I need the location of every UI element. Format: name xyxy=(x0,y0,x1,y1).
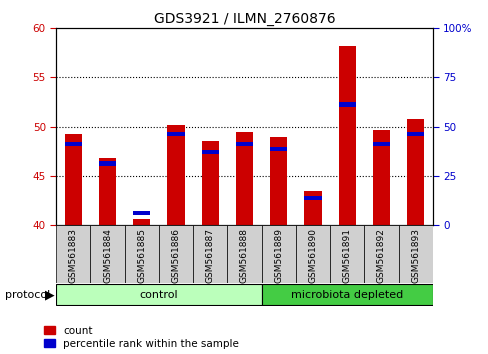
Text: microbiota depleted: microbiota depleted xyxy=(290,290,403,300)
Bar xyxy=(398,225,432,283)
Bar xyxy=(227,225,261,283)
Bar xyxy=(64,135,81,225)
Bar xyxy=(329,225,364,283)
Bar xyxy=(133,211,150,215)
Bar xyxy=(167,125,184,225)
Bar xyxy=(201,150,218,154)
Bar xyxy=(304,196,321,200)
Bar xyxy=(124,225,159,283)
Bar xyxy=(295,225,329,283)
Text: GSM561891: GSM561891 xyxy=(342,228,351,283)
Bar xyxy=(269,137,286,225)
Bar xyxy=(269,147,286,151)
Bar xyxy=(261,225,295,283)
Bar xyxy=(406,132,423,136)
Bar xyxy=(133,219,150,225)
Text: GSM561885: GSM561885 xyxy=(137,228,146,283)
Bar xyxy=(372,131,389,225)
Bar xyxy=(235,142,253,146)
Bar xyxy=(406,119,423,225)
Text: GSM561888: GSM561888 xyxy=(240,228,248,283)
Bar xyxy=(364,225,398,283)
Text: GSM561893: GSM561893 xyxy=(410,228,419,283)
Text: GSM561892: GSM561892 xyxy=(376,228,385,282)
Text: GSM561890: GSM561890 xyxy=(308,228,317,283)
Bar xyxy=(338,103,355,107)
Bar xyxy=(261,284,432,305)
Text: GSM561884: GSM561884 xyxy=(103,228,112,282)
Text: control: control xyxy=(140,290,178,300)
Bar xyxy=(372,142,389,146)
Bar xyxy=(99,161,116,166)
Bar xyxy=(159,225,193,283)
Title: GDS3921 / ILMN_2760876: GDS3921 / ILMN_2760876 xyxy=(153,12,335,26)
Bar xyxy=(193,225,227,283)
Text: GSM561889: GSM561889 xyxy=(274,228,283,283)
Text: ▶: ▶ xyxy=(45,288,55,301)
Bar xyxy=(90,225,124,283)
Bar xyxy=(56,225,90,283)
Text: GSM561887: GSM561887 xyxy=(205,228,214,283)
Bar xyxy=(338,46,355,225)
Bar xyxy=(201,141,218,225)
Text: protocol: protocol xyxy=(5,290,50,299)
Legend: count, percentile rank within the sample: count, percentile rank within the sample xyxy=(44,326,239,349)
Bar xyxy=(99,158,116,225)
Bar xyxy=(64,142,81,146)
Bar xyxy=(56,284,261,305)
Text: GSM561886: GSM561886 xyxy=(171,228,180,283)
Bar xyxy=(235,132,253,225)
Bar xyxy=(304,192,321,225)
Text: GSM561883: GSM561883 xyxy=(69,228,78,283)
Bar xyxy=(167,132,184,136)
